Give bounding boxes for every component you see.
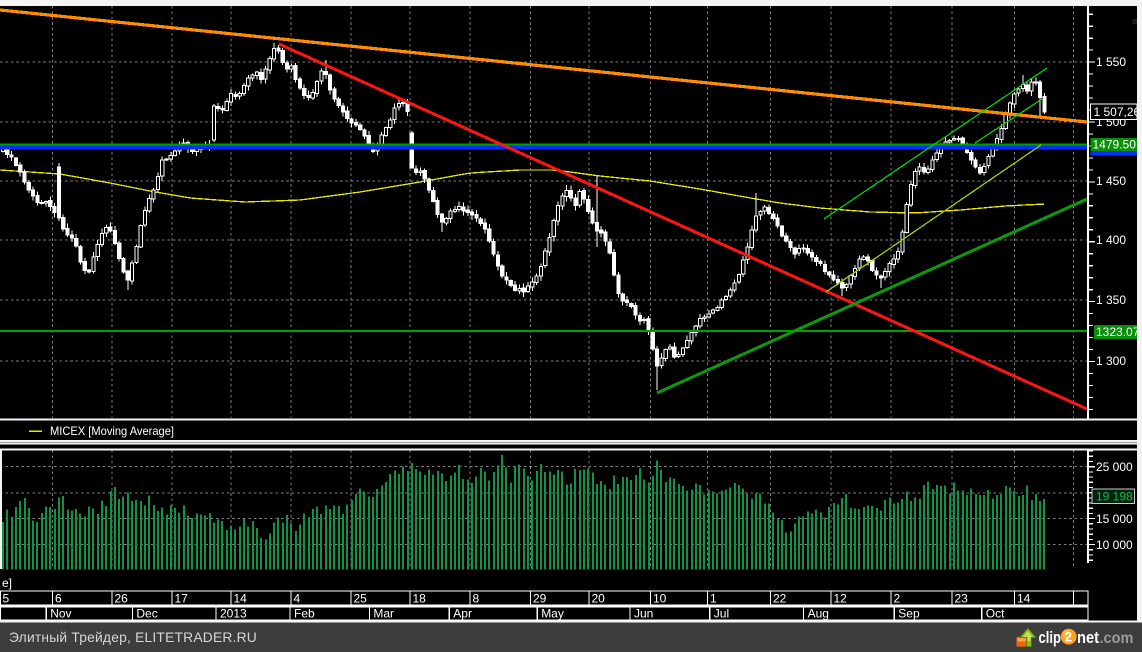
- svg-text:2: 2: [1065, 630, 1073, 645]
- svg-text:19 198: 19 198: [1096, 490, 1133, 504]
- svg-text:Apr: Apr: [453, 606, 472, 620]
- svg-text:14: 14: [1017, 592, 1031, 606]
- svg-text:1 400: 1 400: [1096, 233, 1126, 247]
- svg-text:Элитный Трейдер, ELITETRADER.R: Элитный Трейдер, ELITETRADER.RU: [9, 629, 257, 645]
- svg-text:14: 14: [234, 592, 248, 606]
- svg-text:clip: clip: [1039, 629, 1062, 647]
- svg-text:29: 29: [533, 592, 547, 606]
- svg-text:Mar: Mar: [373, 606, 394, 620]
- svg-text:e]: e]: [2, 576, 12, 590]
- svg-text:Oct: Oct: [986, 606, 1005, 620]
- svg-text:15 000: 15 000: [1096, 512, 1133, 526]
- svg-text:Dec: Dec: [136, 606, 157, 620]
- svg-text:22: 22: [773, 592, 787, 606]
- svg-text:17: 17: [175, 592, 189, 606]
- svg-text:1 450: 1 450: [1096, 174, 1126, 188]
- svg-text:Sep: Sep: [898, 606, 920, 620]
- svg-text:May: May: [541, 606, 564, 620]
- svg-text:.com: .com: [1100, 630, 1134, 647]
- svg-text:8: 8: [473, 592, 480, 606]
- svg-text:1: 1: [710, 592, 717, 606]
- svg-text:10: 10: [653, 592, 667, 606]
- svg-text:4: 4: [294, 592, 301, 606]
- svg-text:12: 12: [834, 592, 848, 606]
- svg-text:25: 25: [354, 592, 368, 606]
- svg-text:1 350: 1 350: [1096, 293, 1126, 307]
- svg-text:1 550: 1 550: [1096, 55, 1126, 69]
- svg-text:25 000: 25 000: [1096, 460, 1133, 474]
- svg-text:2013: 2013: [220, 606, 247, 620]
- svg-text:5: 5: [3, 592, 10, 606]
- svg-text:Feb: Feb: [294, 606, 315, 620]
- svg-text:1323.07: 1323.07: [1096, 325, 1140, 339]
- svg-text:Nov: Nov: [50, 606, 71, 620]
- svg-text:1479.50: 1479.50: [1093, 138, 1137, 152]
- svg-text:1 300: 1 300: [1096, 354, 1126, 368]
- svg-text:18: 18: [413, 592, 427, 606]
- svg-text:net: net: [1077, 629, 1099, 647]
- svg-text:20: 20: [592, 592, 606, 606]
- svg-text:Aug: Aug: [808, 606, 829, 620]
- svg-text:26: 26: [115, 592, 129, 606]
- svg-text:23: 23: [955, 592, 969, 606]
- svg-text:1 507,26: 1 507,26: [1094, 105, 1141, 119]
- svg-text:Jun: Jun: [634, 606, 653, 620]
- svg-text:6: 6: [55, 592, 62, 606]
- svg-text:2: 2: [894, 592, 901, 606]
- svg-text:10 000: 10 000: [1096, 538, 1133, 552]
- svg-text:MICEX [Moving Average]: MICEX [Moving Average]: [50, 424, 174, 438]
- svg-text:Jul: Jul: [714, 606, 729, 620]
